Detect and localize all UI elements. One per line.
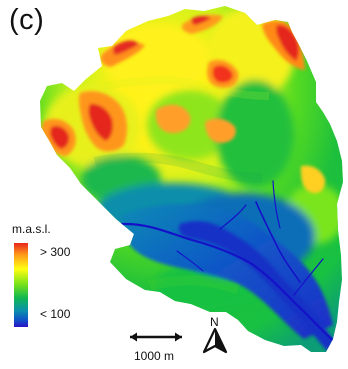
north-label: N	[210, 315, 219, 329]
scale-bar-left-arrow	[130, 332, 137, 342]
scale-label: 1000 m	[134, 349, 175, 363]
legend-title: m.a.s.l.	[12, 222, 51, 236]
peak-mid-orange	[155, 104, 191, 134]
peak-southwest-red	[50, 126, 70, 149]
slope-east	[216, 80, 294, 188]
central-lowland	[120, 204, 333, 339]
peak-north-west-orange	[100, 42, 145, 67]
legend-max-label: > 300	[40, 245, 71, 259]
peak-west-red	[88, 103, 113, 141]
peak-central-red	[212, 65, 233, 83]
river-channel-zone	[178, 221, 337, 351]
panel-label: (c)	[9, 4, 45, 36]
peak-east-yellow	[300, 165, 326, 194]
tributary-west	[219, 204, 247, 230]
terrain-texture	[93, 76, 270, 294]
tributary-east	[293, 258, 324, 296]
north-arrow-icon	[202, 327, 228, 354]
peak-north-west-red	[113, 40, 139, 55]
scale-bar	[130, 332, 182, 342]
tributary-south	[176, 250, 204, 272]
legend-min-label: < 100	[40, 307, 71, 321]
legend-colorbar	[14, 243, 28, 327]
north-arrow-fill	[215, 329, 226, 352]
terrain-layer	[40, 6, 343, 352]
tributary-north	[255, 201, 301, 283]
tributary-upper	[272, 180, 281, 229]
peak-north-red	[191, 15, 211, 25]
main-river	[119, 222, 340, 347]
drainage-network	[119, 180, 340, 347]
scale-bar-right-arrow	[175, 332, 182, 342]
peak-mid-east-orange	[205, 118, 236, 143]
